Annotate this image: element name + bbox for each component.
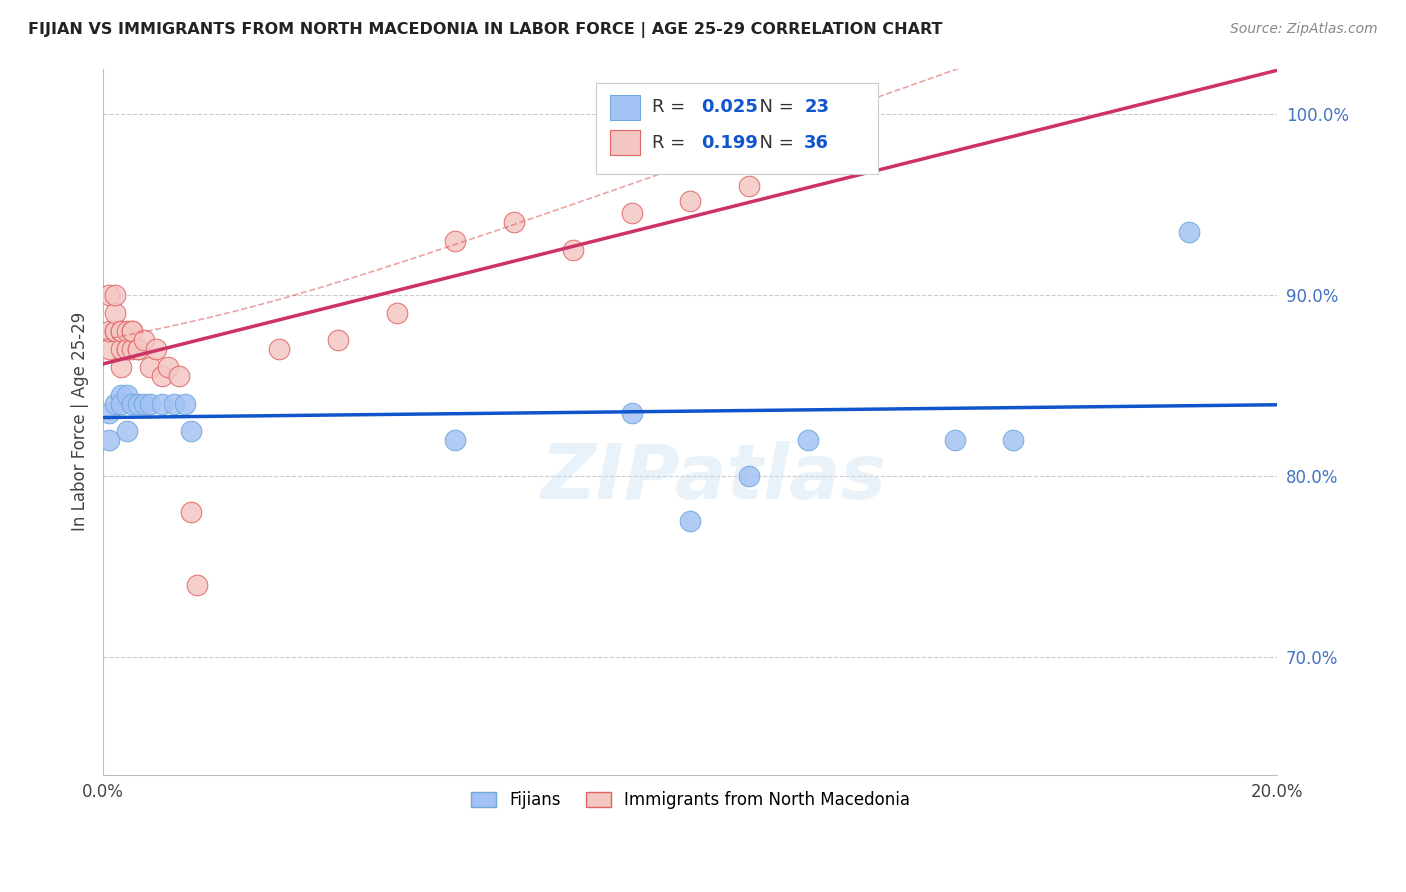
Point [620, 406, 643, 420]
FancyBboxPatch shape [610, 95, 640, 120]
Point [98, 343, 121, 357]
Point [444, 234, 467, 248]
Point [98, 406, 121, 420]
Point [127, 343, 149, 357]
Point [115, 387, 138, 401]
Point [679, 514, 702, 528]
Point [150, 396, 173, 410]
Point [186, 577, 208, 591]
Point [98, 288, 121, 302]
Y-axis label: In Labor Force | Age 25-29: In Labor Force | Age 25-29 [72, 312, 89, 532]
Point [1002, 433, 1025, 447]
Point [150, 369, 173, 384]
Point [269, 343, 291, 357]
Point [1178, 225, 1201, 239]
Point [115, 343, 138, 357]
Point [110, 396, 132, 410]
Text: ZIPatlas: ZIPatlas [541, 442, 887, 516]
Point [738, 469, 761, 483]
FancyBboxPatch shape [596, 83, 879, 175]
Point [127, 396, 149, 410]
Point [139, 360, 162, 375]
Point [134, 333, 156, 347]
Text: FIJIAN VS IMMIGRANTS FROM NORTH MACEDONIA IN LABOR FORCE | AGE 25-29 CORRELATION: FIJIAN VS IMMIGRANTS FROM NORTH MACEDONI… [28, 22, 942, 38]
Point [444, 433, 467, 447]
Point [326, 333, 349, 347]
Point [98, 433, 121, 447]
Point [121, 324, 143, 338]
Text: 23: 23 [804, 98, 830, 116]
Point [385, 306, 408, 320]
Point [110, 324, 132, 338]
Point [145, 343, 167, 357]
Point [796, 433, 818, 447]
Point [104, 324, 127, 338]
Point [115, 424, 138, 438]
Point [115, 324, 138, 338]
Point [115, 343, 138, 357]
Point [169, 369, 191, 384]
Point [156, 360, 179, 375]
Legend: Fijians, Immigrants from North Macedonia: Fijians, Immigrants from North Macedonia [464, 785, 917, 816]
Point [110, 343, 132, 357]
Point [561, 243, 583, 257]
Text: 36: 36 [804, 134, 830, 152]
Point [110, 324, 132, 338]
Point [503, 215, 526, 229]
Point [121, 324, 143, 338]
Point [104, 396, 127, 410]
Point [180, 424, 202, 438]
FancyBboxPatch shape [610, 130, 640, 155]
Point [134, 396, 156, 410]
Text: R =: R = [651, 98, 690, 116]
Point [104, 324, 127, 338]
Text: 0.199: 0.199 [700, 134, 758, 152]
Point [738, 179, 761, 194]
Point [121, 396, 143, 410]
Point [110, 387, 132, 401]
Point [98, 324, 121, 338]
Text: 0.025: 0.025 [700, 98, 758, 116]
Point [162, 396, 184, 410]
Text: N =: N = [748, 134, 800, 152]
Point [127, 343, 149, 357]
Text: N =: N = [748, 98, 800, 116]
Point [620, 206, 643, 220]
Point [104, 306, 127, 320]
Text: Source: ZipAtlas.com: Source: ZipAtlas.com [1230, 22, 1378, 37]
Point [943, 433, 966, 447]
Point [121, 343, 143, 357]
Point [110, 360, 132, 375]
Point [139, 396, 162, 410]
Text: R =: R = [651, 134, 690, 152]
Point [104, 288, 127, 302]
Point [679, 194, 702, 208]
Point [180, 505, 202, 519]
Point [174, 396, 197, 410]
